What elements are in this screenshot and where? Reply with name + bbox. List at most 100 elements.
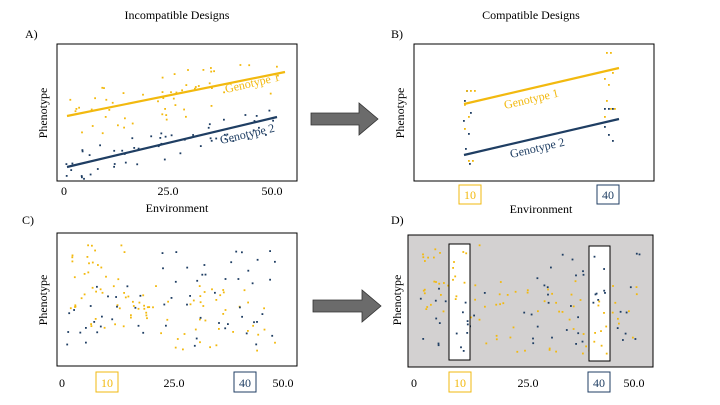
data-point [89, 173, 92, 176]
data-point [269, 92, 272, 95]
data-point [592, 301, 595, 304]
data-point [530, 313, 533, 316]
data-point [470, 316, 472, 319]
data-point [597, 299, 600, 301]
data-point [108, 109, 111, 111]
data-point [202, 69, 205, 71]
data-point [582, 270, 584, 273]
data-point [423, 292, 426, 295]
data-point [469, 163, 471, 165]
panel-label-a: A) [25, 27, 38, 41]
panel-d-tick-0: 0 [411, 376, 417, 390]
data-point [255, 115, 258, 117]
data-point [67, 331, 70, 333]
data-point [635, 252, 638, 255]
data-point [598, 300, 601, 303]
data-point [247, 269, 250, 272]
data-point [422, 256, 425, 259]
data-point [502, 302, 505, 305]
data-point [611, 311, 614, 314]
data-point [635, 286, 638, 288]
data-point [460, 346, 462, 349]
data-point [214, 291, 216, 294]
data-point [438, 322, 441, 324]
data-point [194, 86, 197, 88]
data-point [170, 91, 172, 94]
data-point [73, 276, 76, 279]
data-point [85, 327, 87, 329]
data-point [463, 120, 465, 122]
data-point [439, 252, 441, 254]
data-point [253, 321, 255, 324]
data-point [65, 175, 68, 177]
data-point [96, 285, 98, 288]
data-point [608, 108, 610, 110]
data-point [546, 286, 549, 289]
data-point [204, 273, 207, 276]
data-point [605, 352, 608, 355]
panel-d-frame [407, 234, 654, 368]
panel-c-tick-40: 40 [239, 376, 251, 390]
data-point [196, 279, 199, 282]
data-point [204, 319, 207, 322]
data-point [437, 344, 440, 347]
data-point [604, 116, 606, 118]
data-point [88, 154, 91, 156]
data-point [81, 131, 83, 134]
panel-a-ylabel: Phenotype [36, 88, 50, 139]
data-point [160, 332, 162, 335]
data-point [574, 280, 577, 283]
data-point [73, 309, 75, 311]
data-point [122, 325, 125, 328]
data-point [495, 338, 498, 341]
data-point [174, 346, 177, 349]
data-point [161, 91, 164, 93]
data-point [582, 352, 584, 355]
data-point [581, 340, 584, 343]
data-point [210, 105, 213, 107]
data-point [94, 97, 96, 100]
data-point [474, 298, 476, 301]
data-point [226, 133, 229, 136]
data-point [130, 314, 132, 317]
data-point [195, 337, 198, 340]
data-point [162, 97, 165, 99]
data-point [136, 163, 139, 166]
data-point [105, 98, 108, 101]
data-point [137, 324, 140, 327]
data-point [164, 135, 167, 138]
data-point [174, 280, 177, 283]
panel-c-tick-25: 25.0 [164, 376, 185, 390]
tick-box-10 [448, 371, 472, 393]
data-point [148, 306, 151, 308]
data-point [422, 338, 425, 340]
panel-b: Genotype 1 Genotype 2 Phenotype 10 40 En… [393, 43, 655, 216]
data-point [91, 286, 94, 289]
data-point [247, 138, 250, 140]
data-point [208, 123, 211, 126]
data-point [213, 70, 215, 73]
data-point [447, 284, 449, 287]
right-arrow-icon [310, 102, 379, 136]
data-point [192, 134, 194, 136]
data-point [506, 294, 509, 296]
data-point [248, 64, 251, 67]
data-point [237, 278, 240, 280]
data-point [90, 323, 92, 325]
data-point [157, 100, 159, 103]
data-point [422, 253, 424, 256]
right-arrow-icon [312, 289, 382, 323]
data-point [600, 344, 603, 347]
data-point [462, 350, 465, 352]
data-point [101, 315, 103, 318]
data-point [435, 281, 437, 283]
data-point [165, 114, 168, 116]
data-point [425, 308, 428, 310]
data-point [572, 305, 575, 308]
data-point [137, 307, 140, 310]
data-point [91, 244, 93, 247]
data-point [255, 343, 258, 346]
data-point [426, 306, 429, 308]
data-point [65, 163, 68, 165]
